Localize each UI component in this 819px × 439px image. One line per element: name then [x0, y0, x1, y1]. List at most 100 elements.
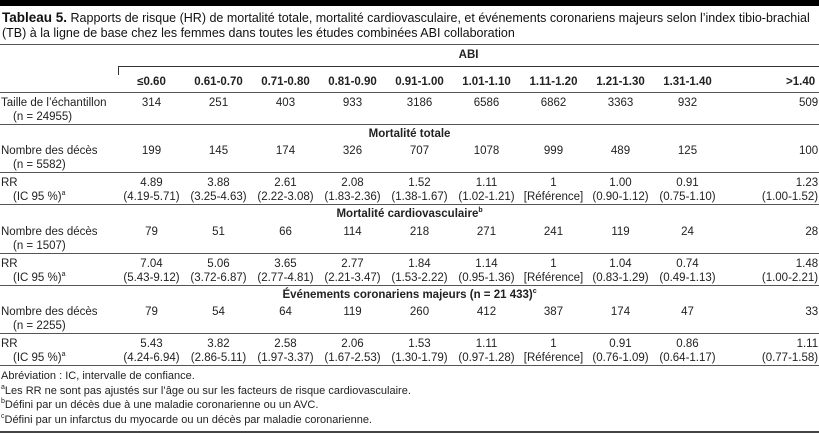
table-cell: 3186	[386, 92, 453, 124]
cell-ci: (1.02-1.21)	[458, 191, 515, 203]
table-cell: 174	[252, 141, 319, 173]
table-cell: 119	[319, 302, 386, 334]
cell-value: 707	[409, 145, 430, 157]
cell-value: 5.43	[140, 338, 163, 350]
table-row: Nombre des décès (n = 5582) 199 145 174 326 70…	[0, 141, 819, 173]
table-cell: 1.04 (0.83-1.29)	[587, 252, 654, 285]
table-cell: 2.77 (2.21-3.47)	[319, 252, 386, 285]
section-title-text: Événements coronariens majeurs (n = 21 4…	[282, 288, 533, 301]
cell-value: 1.53	[408, 338, 431, 350]
footnote: cDéfini par un infarctus du myocarde ou …	[1, 413, 819, 428]
cell-ci: [Référence]	[523, 191, 584, 203]
cell-value: 1.00	[609, 177, 632, 189]
row-label-sub-text: (n = 2255)	[13, 320, 66, 332]
column-header: 0.81-0.90	[319, 75, 386, 93]
table-cell: 260	[386, 302, 453, 334]
cell-value: 24	[681, 225, 694, 238]
row-label-main: Taille de l’échantillon	[1, 96, 107, 109]
table-cell: 125	[654, 141, 721, 173]
table-cell: 707	[386, 141, 453, 173]
cell-value: 403	[275, 96, 296, 109]
cell-ci: (1.67-2.53)	[324, 352, 381, 364]
table-cell: 5.06 (3.72-6.87)	[185, 252, 252, 285]
footnote-marker: b	[478, 207, 483, 214]
cell-ci: (2.22-3.08)	[257, 191, 314, 203]
table-title: Rapports de risque (HR) de mortalité tot…	[2, 11, 810, 40]
column-header-row: ≤0.60 0.61-0.70 0.71-0.80 0.81-0.90 0.91-1.0…	[0, 75, 819, 93]
cell-ci: (1.00-2.21)	[761, 271, 819, 284]
cell-ci: [Référence]	[523, 352, 584, 364]
row-label-sub-text: (IC 95 %)	[13, 191, 62, 203]
cell-value: 0.91	[676, 177, 699, 189]
column-header: 0.61-0.70	[185, 75, 252, 93]
table-cell: 241	[520, 222, 587, 254]
row-label-sub: (IC 95 %)a	[1, 190, 118, 204]
row-label: Taille de l’échantillon (n = 24955)	[0, 92, 118, 124]
cell-value: 1.11	[796, 338, 819, 350]
row-label-main: RR	[1, 257, 18, 270]
row-label-sub: (IC 95 %)a	[1, 271, 118, 285]
top-bar	[0, 0, 819, 6]
cell-value: 0.91	[609, 338, 632, 350]
cell-ci: (2.21-3.47)	[324, 271, 381, 284]
cell-ci: (0.49-1.13)	[659, 271, 716, 284]
table-cell: 7.04 (5.43-9.12)	[118, 252, 185, 285]
row-label: Nombre des décès (n = 1507)	[0, 222, 118, 254]
footnote-marker: a	[1, 383, 5, 391]
table-cell: 1.84 (1.53-2.22)	[386, 252, 453, 285]
table-row: RR (IC 95 %)a 4.89 (4.19-5.71) 3.88 (3.25-4.6…	[0, 172, 819, 205]
cell-value: 0.74	[676, 257, 699, 270]
table-cell: 2.61 (2.22-3.08)	[252, 172, 319, 205]
cell-value: 489	[610, 145, 631, 157]
table-cell: 218	[386, 222, 453, 254]
cell-value: 114	[343, 225, 362, 238]
cell-ci: [Référence]	[523, 271, 584, 284]
cell-ci: (1.83-2.36)	[324, 191, 381, 203]
table-cell: 145	[185, 141, 252, 173]
footnote-text: Défini par un infarctus du myocarde ou u…	[4, 413, 373, 426]
row-label: RR (IC 95 %)a	[0, 252, 118, 285]
table-cell: 51	[185, 222, 252, 254]
table-cell: 326	[319, 141, 386, 173]
section-header-row: Mortalité totale	[0, 123, 819, 141]
section-title-text: Mortalité cardiovasculaire	[336, 208, 479, 220]
cell-value: 3.65	[274, 257, 297, 270]
cell-value: 2.08	[341, 177, 364, 189]
table-cell: 47	[654, 302, 721, 334]
section-title-text: Mortalité totale	[368, 127, 451, 140]
footnote-marker: a	[61, 190, 66, 197]
table-cell: 2.06 (1.67-2.53)	[319, 333, 386, 365]
data-table: ABI ≤0.60 0.61-0.70 0.71-0.80 0.81-0.90 0.91-…	[0, 45, 819, 365]
cell-ci: (0.75-1.10)	[659, 191, 716, 203]
cell-value: 6586	[473, 96, 500, 109]
cell-value: 1.48	[795, 257, 819, 270]
table-cell: 0.91 (0.75-1.10)	[654, 172, 721, 205]
row-label-sub-text: (n = 5582)	[13, 159, 66, 171]
footnote: aLes RR ne sont pas ajustés sur l’âge ou…	[1, 384, 819, 399]
cell-value: 199	[141, 145, 162, 157]
cell-ci: (0.64-1.17)	[659, 352, 716, 364]
row-label-sub-text: (n = 24955)	[13, 110, 73, 123]
cell-value: 100	[798, 145, 819, 157]
row-label: Nombre des décès (n = 2255)	[0, 302, 118, 334]
cell-value: 125	[677, 145, 698, 157]
row-label-sub: (IC 95 %)a	[1, 351, 118, 365]
cell-ci: (0.97-1.28)	[458, 352, 515, 364]
cell-value: 3363	[607, 96, 634, 109]
cell-value: 33	[805, 306, 819, 318]
table-cell: 933	[319, 92, 386, 124]
cell-ci: (0.95-1.36)	[458, 271, 515, 284]
cell-value: 6862	[540, 96, 567, 109]
cell-value: 7.04	[140, 257, 163, 270]
footnote: bDéfini par un décès due à une maladie c…	[1, 398, 819, 413]
row-label-sub: (n = 5582)	[1, 158, 118, 172]
table-cell: 1.11 (0.97-1.28)	[453, 333, 520, 365]
table-row: Taille de l’échantillon (n = 24955) 314 251…	[0, 92, 819, 124]
table-cell: 271	[453, 222, 520, 254]
cell-ci: (5.43-9.12)	[123, 271, 180, 284]
cell-value: 174	[275, 145, 296, 157]
table-cell: 1.23 (1.00-1.52)	[721, 172, 819, 205]
cell-ci: (1.38-1.67)	[391, 191, 448, 203]
table-cell: 1.48 (1.00-2.21)	[721, 252, 819, 285]
row-label: RR (IC 95 %)a	[0, 172, 118, 205]
